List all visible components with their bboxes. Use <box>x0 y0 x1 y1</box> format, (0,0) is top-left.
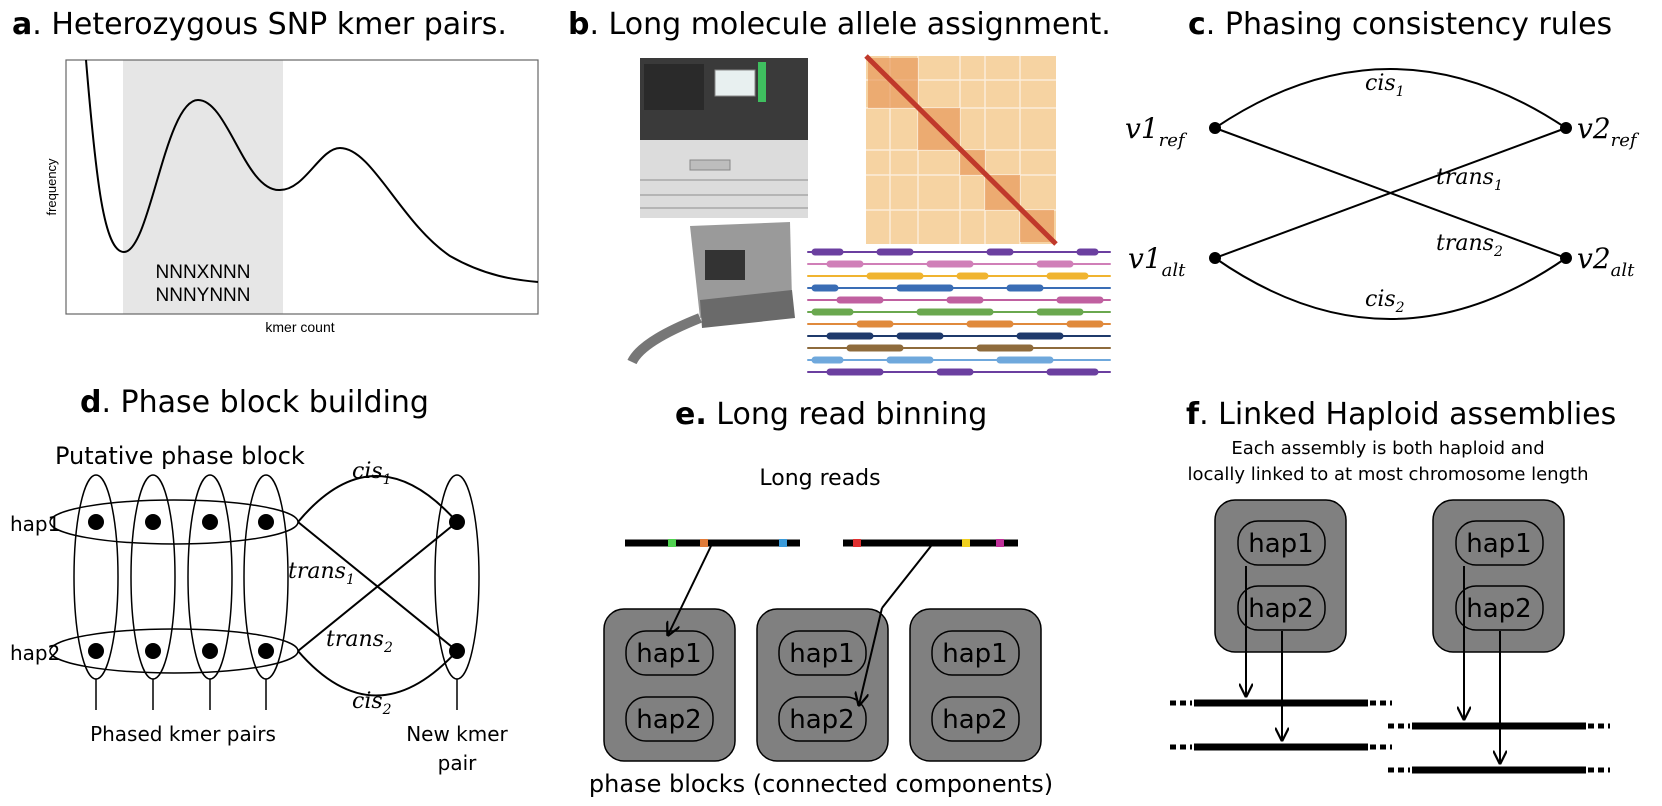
haploid-contigs <box>1170 699 1610 774</box>
assembly1-hap2-label: hap2 <box>1248 594 1313 624</box>
label-v1ref: v1ref <box>1125 112 1188 151</box>
panel-f: f. Linked Haploid assemblies Each assemb… <box>1170 397 1616 774</box>
sequencer-instrument-image <box>640 58 808 218</box>
edge-cis1 <box>297 475 458 523</box>
panel-a-title: . Heterozygous SNP kmer pairs. <box>32 7 507 42</box>
plot-frame <box>65 59 539 315</box>
x-axis-label: kmer count <box>265 319 334 335</box>
label-cis2: cis2 <box>352 689 392 718</box>
label-trans2: trans2 <box>326 627 393 656</box>
label-trans1: trans1 <box>288 559 355 588</box>
putative-phase-block-label: Putative phase block <box>55 442 305 470</box>
panel-b-title: . Long molecule allele assignment. <box>589 7 1110 42</box>
subtitle-line1: Each assembly is both haploid and <box>1231 438 1544 459</box>
edge-cis2 <box>297 650 458 697</box>
panel-e: e. Long read binning Long reads hap1 hap… <box>589 397 1053 798</box>
kmer-y-label: NNNYNNN <box>156 285 251 306</box>
hap1-label: hap1 <box>10 512 60 536</box>
label-cis1: cis1 <box>1365 71 1405 100</box>
assignment-arrow-1 <box>668 545 712 635</box>
assembly-2-box <box>1432 499 1565 653</box>
panel-d: d. Phase block building Putative phase b… <box>10 385 509 775</box>
label-trans1: trans1 <box>1436 165 1503 194</box>
panel-c: c. Phasing consistency rules v1ref v2ref… <box>1125 7 1640 320</box>
snp-region-shading <box>123 60 283 314</box>
kmer-x-label: NNNXNNN <box>156 262 251 283</box>
panel-a: a. Heterozygous SNP kmer pairs. NNNXNNN … <box>12 7 539 335</box>
node-v2ref <box>1560 122 1572 134</box>
assignment-arrow-2 <box>859 607 883 705</box>
assembly2-hap1-label: hap1 <box>1466 529 1531 559</box>
edge-cis1 <box>1214 68 1567 129</box>
label-cis1: cis1 <box>352 459 392 488</box>
svg-text:e. Long read binning: e. Long read binning <box>675 397 987 432</box>
block1-hap1-label: hap1 <box>636 639 701 669</box>
long-reads-label: Long reads <box>759 466 880 491</box>
kmer-node <box>202 514 218 530</box>
block2-hap2-label: hap2 <box>789 705 854 735</box>
panel-f-letter: f <box>1186 397 1200 432</box>
linked-reads-image <box>807 248 1111 376</box>
kmer-node <box>202 643 218 659</box>
label-trans2: trans2 <box>1436 231 1503 260</box>
panel-a-letter: a <box>12 7 32 42</box>
phase-blocks-caption: phase blocks (connected components) <box>589 770 1053 798</box>
label-v1alt: v1alt <box>1128 242 1186 281</box>
panel-e-title: Long read binning <box>707 397 988 432</box>
block3-hap1-label: hap1 <box>942 639 1007 669</box>
kmer-node <box>88 514 104 530</box>
nanopore-device-image <box>627 222 795 365</box>
label-cis2: cis2 <box>1365 287 1405 316</box>
assembly2-hap2-label: hap2 <box>1466 594 1531 624</box>
block2-hap1-label: hap1 <box>789 639 854 669</box>
kmer-node <box>258 643 274 659</box>
svg-text:d. Phase block building: d. Phase block building <box>80 385 429 420</box>
assembly-1-box <box>1214 499 1347 653</box>
phase-block-2 <box>756 608 889 762</box>
hap2-label: hap2 <box>10 641 60 665</box>
node-v1ref <box>1209 122 1221 134</box>
label-v2ref: v2ref <box>1577 112 1640 151</box>
label-v2alt: v2alt <box>1577 242 1635 281</box>
panel-c-letter: c <box>1188 7 1206 42</box>
panel-e-letter: e. <box>675 397 707 432</box>
kmer-spectrum-curve <box>85 59 539 283</box>
panel-c-title: . Phasing consistency rules <box>1206 7 1612 42</box>
node-v2alt <box>1560 252 1572 264</box>
block1-hap2-label: hap2 <box>636 705 701 735</box>
kmer-node <box>88 643 104 659</box>
svg-text:a. Heterozygous SNP kmer pairs: a. Heterozygous SNP kmer pairs. <box>12 7 507 42</box>
new-kmer-pair-label-line1: New kmer <box>406 722 508 746</box>
block3-hap2-label: hap2 <box>942 705 1007 735</box>
hic-contact-heatmap <box>864 54 1058 246</box>
panel-d-letter: d <box>80 385 101 420</box>
y-axis-label: frequency <box>44 158 59 216</box>
panel-b-letter: b <box>568 7 589 42</box>
node-v1alt <box>1209 252 1221 264</box>
panel-b: b. Long molecule allele assignment. <box>568 7 1111 376</box>
new-kmer-pair-label-line2: pair <box>438 751 478 775</box>
svg-text:b. Long molecule allele assign: b. Long molecule allele assignment. <box>568 7 1111 42</box>
phased-kmer-pairs-label: Phased kmer pairs <box>90 722 276 746</box>
kmer-node <box>258 514 274 530</box>
edge-cis2 <box>1214 257 1567 320</box>
svg-text:c. Phasing consistency rules: c. Phasing consistency rules <box>1188 7 1612 42</box>
panel-f-title: . Linked Haploid assemblies <box>1199 397 1616 432</box>
phase-block-1 <box>603 608 736 762</box>
subtitle-line2: locally linked to at most chromosome len… <box>1187 464 1588 485</box>
kmer-node <box>145 643 161 659</box>
phase-block-3 <box>909 608 1042 762</box>
edge-trans2 <box>297 521 458 652</box>
assembly1-hap1-label: hap1 <box>1248 529 1313 559</box>
edge-trans1 <box>1214 127 1567 259</box>
panel-d-title: . Phase block building <box>101 385 428 420</box>
svg-text:f. Linked Haploid assemblies: f. Linked Haploid assemblies <box>1186 397 1616 432</box>
kmer-node <box>145 514 161 530</box>
